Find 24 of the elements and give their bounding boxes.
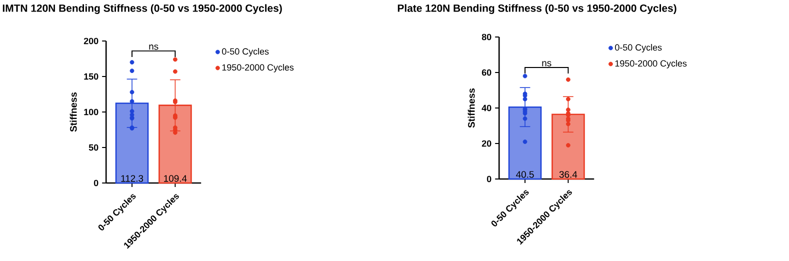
chart-title: Plate 120N Bending Stiffness (0-50 vs 1950-2000 Cycles) — [398, 4, 676, 14]
y-tick-label: 100 — [84, 108, 98, 116]
y-tick-label: 0 — [486, 176, 492, 182]
annotation: ns — [149, 44, 158, 50]
y-axis-title: Stiffness — [468, 88, 475, 128]
data-label: 40.5 — [516, 171, 534, 178]
data-label: 109.4 — [164, 175, 187, 182]
y-tick-label: 50 — [88, 144, 98, 151]
y-tick-label: 40 — [482, 104, 492, 112]
y-tick-label: 20 — [482, 140, 492, 147]
legend-label: 1950-2000 Cycles — [615, 60, 687, 68]
annotation: ns — [542, 61, 552, 66]
legend-label: 1950-2000 Cycles — [222, 64, 294, 72]
y-tick-label: 150 — [84, 73, 98, 80]
y-tick-label: 80 — [482, 34, 492, 40]
chart-title: IMTN 120N Bending Stiffness (0-50 vs 1950-2000 Cycles) — [2, 4, 282, 14]
data-label: 112.3 — [121, 175, 144, 182]
y-tick-label: 60 — [482, 69, 492, 76]
y-tick-label: 0 — [94, 180, 98, 186]
y-tick-label: 200 — [84, 38, 98, 44]
y-axis-title: Stiffness — [70, 92, 77, 132]
data-label: 36.4 — [559, 171, 578, 178]
legend-label: 0-50 Cycles — [615, 44, 662, 52]
legend-label: 0-50 Cycles — [222, 48, 269, 56]
